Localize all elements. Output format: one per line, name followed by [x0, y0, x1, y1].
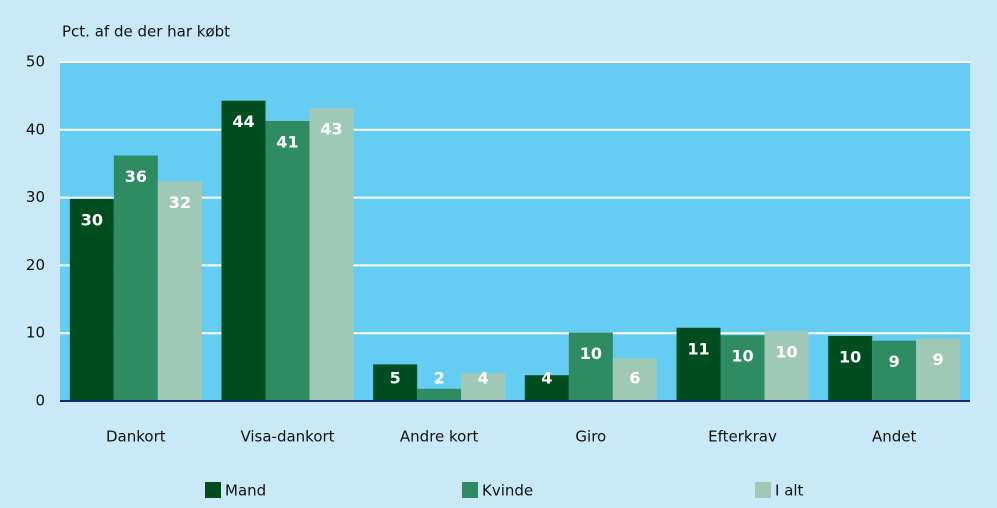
y-tick-label: 10	[26, 324, 45, 342]
bar	[265, 120, 310, 402]
chart-title: Pct. af de der har købt	[62, 23, 230, 41]
legend-swatch	[462, 482, 478, 498]
x-tick-label: Dankort	[106, 428, 166, 446]
bar	[373, 364, 418, 401]
value-label: 11	[687, 339, 709, 358]
value-label: 41	[276, 132, 298, 151]
y-tick-label: 20	[26, 256, 45, 274]
legend-label: Kvinde	[482, 482, 533, 500]
bar	[417, 388, 462, 401]
bar	[764, 331, 809, 401]
value-label: 9	[933, 350, 944, 369]
value-label: 4	[478, 369, 489, 388]
y-tick-label: 0	[35, 392, 45, 410]
bar	[221, 100, 266, 402]
legend-label: I alt	[775, 482, 804, 500]
x-tick-label: Andre kort	[400, 428, 479, 446]
value-label: 9	[889, 352, 900, 371]
y-tick-label: 30	[26, 188, 45, 206]
value-label: 10	[775, 343, 797, 362]
value-label: 4	[541, 369, 552, 388]
value-label: 5	[390, 369, 401, 388]
bar	[524, 375, 569, 401]
bar	[69, 198, 114, 401]
bar	[676, 327, 721, 401]
x-tick-label: Andet	[872, 428, 917, 446]
bar	[157, 181, 202, 401]
legend-swatch	[755, 482, 771, 498]
value-label: 44	[232, 112, 254, 131]
value-label: 32	[169, 193, 191, 212]
bar	[461, 373, 506, 401]
bar	[309, 108, 354, 401]
value-label: 10	[839, 347, 861, 366]
bar	[612, 358, 657, 401]
x-tick-label: Visa-dankort	[240, 428, 334, 446]
y-tick-label: 40	[26, 120, 45, 138]
bar	[720, 335, 765, 401]
bar	[828, 335, 873, 401]
value-label: 30	[81, 210, 103, 229]
legend-swatch	[205, 482, 221, 498]
value-label: 6	[629, 369, 640, 388]
legend-label: Mand	[225, 482, 266, 500]
value-label: 10	[731, 347, 753, 366]
bar	[872, 340, 917, 401]
value-label: 36	[125, 167, 147, 186]
value-label: 2	[434, 369, 445, 388]
value-label: 10	[580, 344, 602, 363]
bar	[916, 338, 961, 401]
value-label: 43	[320, 120, 342, 139]
x-tick-label: Efterkrav	[708, 428, 777, 446]
bar	[568, 332, 613, 401]
plot-area	[60, 62, 970, 401]
bar	[113, 155, 158, 401]
y-tick-label: 50	[26, 53, 45, 71]
x-tick-label: Giro	[575, 428, 606, 446]
